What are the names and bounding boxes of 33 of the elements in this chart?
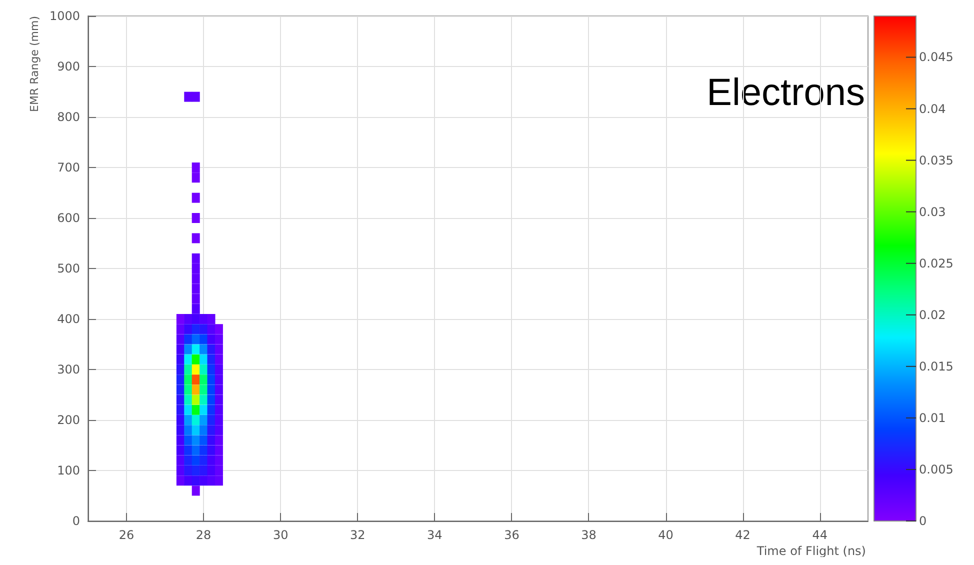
y-tick-label: 500 (57, 262, 80, 276)
color-bar-label: 0.045 (919, 50, 954, 64)
x-tick-label: 42 (735, 528, 750, 542)
color-bar-label: 0.035 (919, 153, 954, 168)
color-bar-label: 0.025 (919, 256, 954, 270)
y-tick-label: 100 (57, 464, 80, 478)
y-tick-label: 800 (57, 110, 80, 124)
y-tick-label: 200 (57, 413, 80, 427)
y-tick-label: 300 (57, 362, 80, 376)
y-axis-title: EMR Range (mm) (28, 16, 41, 112)
y-tick-label: 0 (72, 514, 80, 528)
x-tick-label: 30 (272, 528, 288, 542)
x-tick-label: 32 (350, 528, 366, 542)
x-tick-label: 40 (658, 528, 674, 542)
color-bar-label: 0.01 (919, 410, 946, 425)
color-bar-label: 0.04 (919, 102, 946, 116)
y-tick-label: 900 (57, 60, 80, 74)
annotation: Electrons (706, 72, 866, 114)
color-bar-label: 0.03 (919, 204, 946, 219)
y-tick-label: 700 (57, 160, 80, 174)
x-tick-label: 36 (504, 528, 520, 542)
x-tick-label: 34 (427, 528, 442, 542)
color-bar-label: 0.015 (919, 359, 954, 374)
y-tick-label: 600 (57, 211, 80, 225)
x-tick-label: 28 (196, 528, 212, 542)
color-bar-label: 0.005 (919, 462, 954, 476)
x-tick-label: 44 (812, 528, 828, 542)
y-tick-label: 1000 (49, 9, 80, 23)
x-tick-label: 26 (118, 528, 134, 542)
color-bar-label: 0.02 (919, 308, 946, 322)
color-bar-label: 0 (919, 514, 927, 528)
y-tick-label: 400 (57, 312, 80, 326)
x-tick-label: 38 (581, 528, 596, 542)
